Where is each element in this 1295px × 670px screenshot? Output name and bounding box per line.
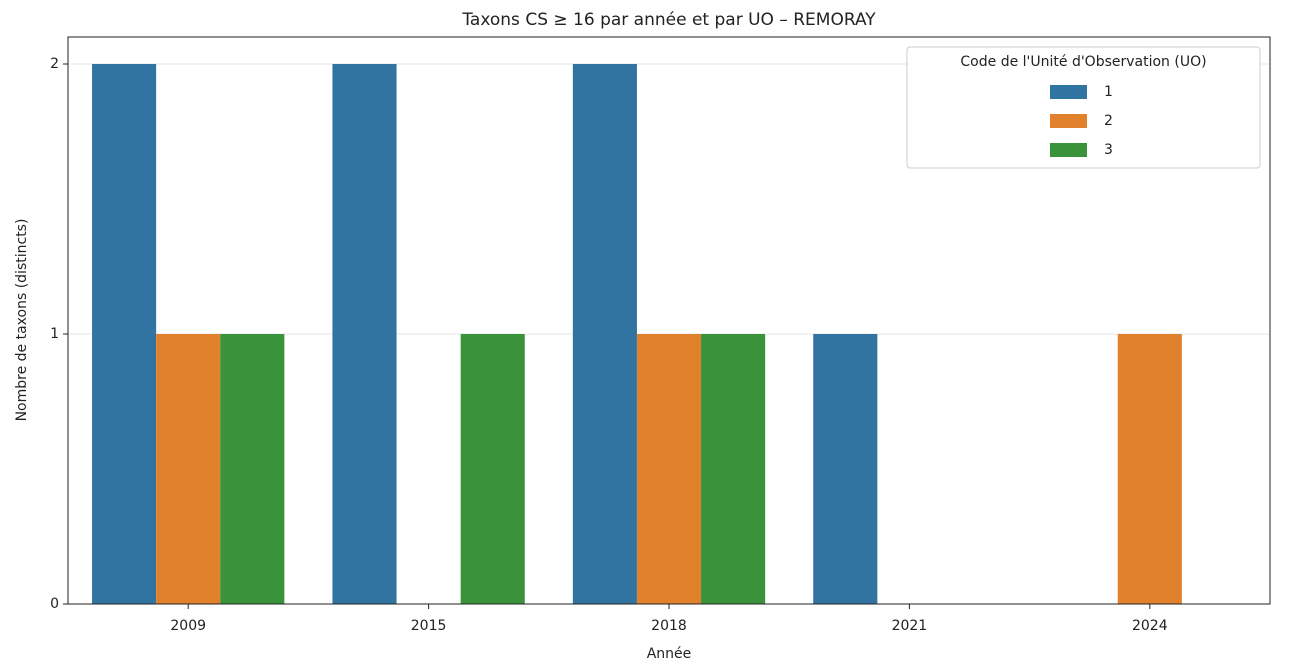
- bar: [332, 64, 397, 604]
- legend-swatch: [1050, 114, 1087, 128]
- legend-title: Code de l'Unité d'Observation (UO): [960, 54, 1206, 70]
- bar: [156, 334, 221, 604]
- legend-label: 2: [1104, 113, 1113, 129]
- bar: [220, 334, 285, 604]
- bar: [1117, 334, 1182, 604]
- x-tick-label: 2015: [411, 618, 447, 634]
- x-tick-label: 2021: [892, 618, 928, 634]
- bar: [813, 334, 878, 604]
- legend-label: 3: [1104, 142, 1113, 158]
- bar: [460, 334, 525, 604]
- y-tick-label: 1: [50, 326, 59, 342]
- bar: [572, 64, 637, 604]
- legend-box: [906, 46, 1261, 169]
- legend-swatch: [1050, 143, 1087, 157]
- bar: [92, 64, 157, 604]
- y-tick-label: 2: [50, 56, 59, 72]
- legend-swatch: [1050, 85, 1087, 99]
- y-axis-label: Nombre de taxons (distincts): [14, 219, 30, 422]
- x-tick-label: 2024: [1132, 618, 1168, 634]
- x-tick-label: 2009: [170, 618, 206, 634]
- y-tick-label: 0: [50, 596, 59, 612]
- plot-frame: [67, 36, 1271, 605]
- bar: [636, 334, 702, 604]
- chart-title: Taxons CS ≥ 16 par année et par UO – REM…: [461, 10, 876, 30]
- bar: [701, 334, 766, 604]
- x-tick-label: 2018: [651, 618, 687, 634]
- legend-label: 1: [1104, 84, 1113, 100]
- x-axis-label: Année: [647, 646, 692, 662]
